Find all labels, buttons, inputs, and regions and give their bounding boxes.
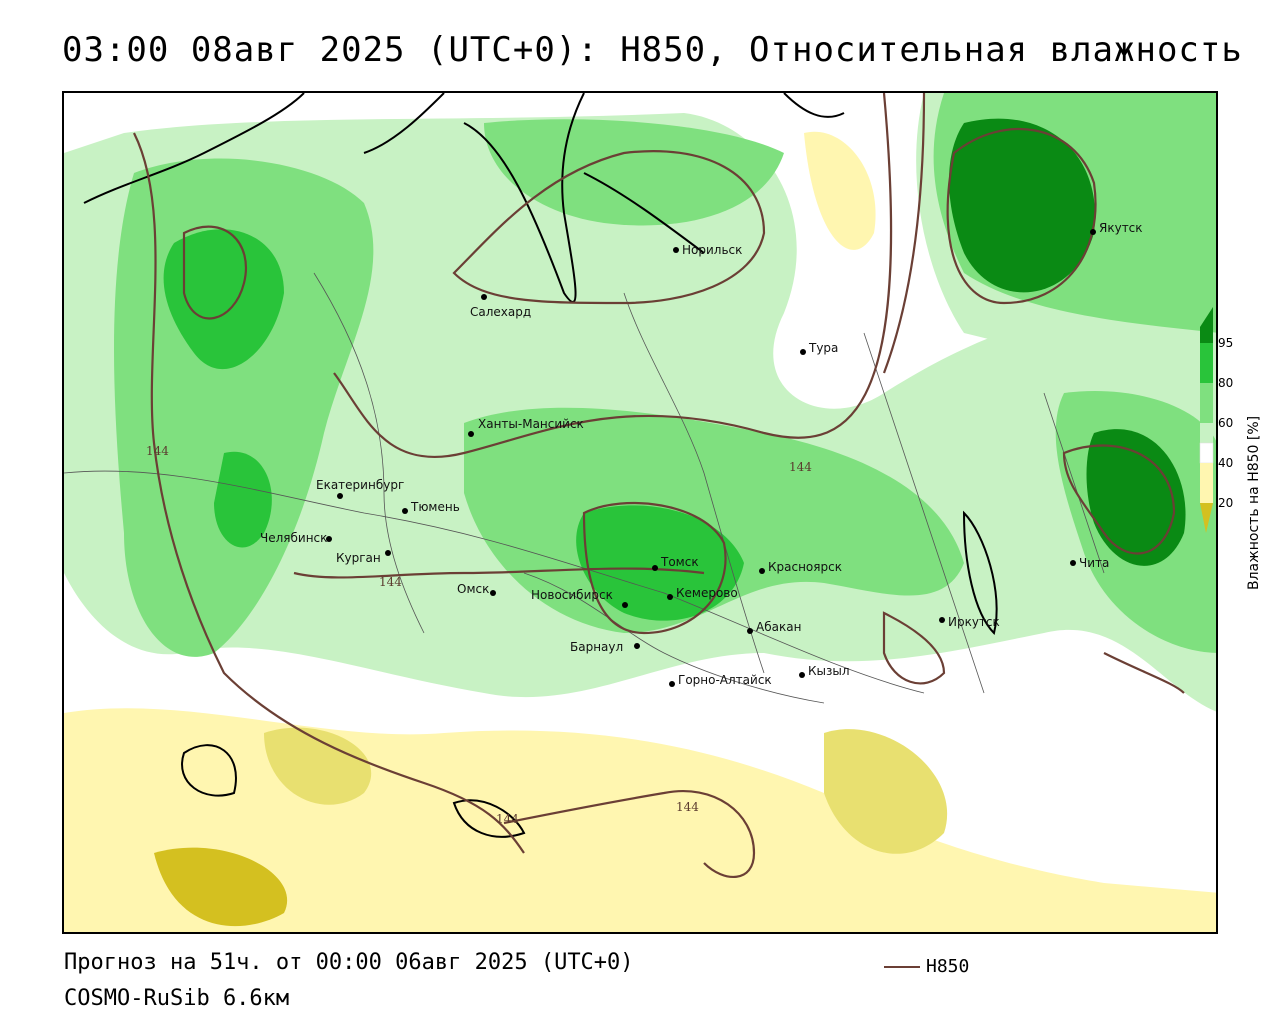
city-salekhard: Салехард [470, 294, 531, 319]
colorbar-title: Влажность на H850 [%] [1246, 416, 1262, 590]
city-khanty-mansiysk: Ханты-Мансийск [468, 417, 584, 437]
city-kemerovo: Кемерово [667, 586, 738, 600]
svg-text:Салехард: Салехард [470, 305, 531, 319]
city-norilsk: Норильск [673, 243, 742, 257]
colorbar-tick: 60 [1218, 416, 1233, 430]
humidity-colorbar: 95 80 60 40 20 Влажность на H850 [%] [1199, 307, 1262, 590]
city-kurgan: Курган [336, 550, 391, 565]
contour-label: 144 [146, 444, 169, 458]
contour-legend-swatch [884, 965, 920, 968]
city-tura: Тура [800, 341, 838, 355]
svg-text:Кемерово: Кемерово [676, 586, 738, 600]
colorbar-tick: 40 [1218, 456, 1233, 470]
colorbar-bin [1199, 442, 1214, 464]
contour-label: 144 [496, 812, 519, 826]
city-yakutsk: Якутск [1090, 221, 1143, 235]
colorbar-tick: 20 [1218, 496, 1233, 510]
colorbar-cap-top [1200, 307, 1213, 327]
city-omsk: Омск [457, 582, 496, 596]
svg-text:Тура: Тура [808, 341, 838, 355]
contour-label: 144 [676, 800, 699, 814]
contour-legend-label: H850 [926, 956, 970, 977]
svg-text:Якутск: Якутск [1099, 221, 1143, 235]
city-barnaul: Барнаул [570, 640, 640, 654]
svg-text:Томск: Томск [660, 555, 699, 569]
city-krasnoyarsk: Красноярск [759, 560, 842, 574]
svg-text:Иркутск: Иркутск [948, 615, 1000, 629]
svg-text:Кызыл: Кызыл [808, 664, 850, 678]
svg-text:Тюмень: Тюмень [410, 500, 460, 514]
h850-contours [133, 93, 1185, 878]
svg-text:Омск: Омск [457, 582, 489, 596]
city-gorno-altaysk: Горно-Алтайск [669, 673, 772, 687]
coastlines [83, 93, 998, 838]
contour-labels: 144 144 144 144 144 [146, 444, 812, 826]
colorbar-bin [1200, 383, 1213, 423]
svg-text:Абакан: Абакан [756, 620, 801, 634]
colorbar-tick: 95 [1218, 336, 1233, 350]
contour-label: 144 [789, 460, 812, 474]
city-abakan: Абакан [747, 620, 801, 634]
colorbar-bin [1200, 423, 1213, 443]
map-title: 03:00 08авг 2025 (UTC+0): H850, Относите… [62, 30, 1243, 70]
city-irkutsk: Иркутск [939, 615, 1000, 629]
city-tomsk: Томск [652, 555, 699, 571]
colorbar-bin [1200, 463, 1213, 503]
colorbar-bin [1200, 343, 1213, 383]
model-name: COSMO-RuSib 6.6км [64, 986, 290, 1011]
svg-text:Норильск: Норильск [682, 243, 742, 257]
region-borders [64, 272, 1105, 704]
forecast-info: Прогноз на 51ч. от 00:00 06авг 2025 (UTC… [64, 950, 634, 975]
svg-text:Барнаул: Барнаул [570, 640, 623, 654]
map-svg: 144 144 144 144 144 Норильск Якутск Сале… [64, 93, 1216, 932]
svg-text:Новосибирск: Новосибирск [531, 588, 613, 602]
svg-text:Красноярск: Красноярск [768, 560, 842, 574]
svg-text:Горно-Алтайск: Горно-Алтайск [678, 673, 772, 687]
city-chita: Чита [1070, 556, 1109, 570]
humid-dark [163, 118, 1186, 621]
svg-text:Ханты-Мансийск: Ханты-Мансийск [478, 417, 584, 431]
svg-text:Курган: Курган [336, 551, 381, 565]
svg-text:Челябинск: Челябинск [260, 531, 327, 545]
colorbar-tick: 80 [1218, 376, 1233, 390]
colorbar-cap-bottom [1200, 503, 1213, 533]
city-novosibirsk: Новосибирск [531, 588, 628, 608]
svg-text:Екатеринбург: Екатеринбург [316, 478, 404, 492]
city-markers: Норильск Якутск Салехард Тура Ханты-Манс… [260, 221, 1143, 687]
contour-legend: H850 [884, 956, 969, 977]
city-tyumen: Тюмень [402, 500, 460, 514]
city-ekaterinburg: Екатеринбург [316, 478, 404, 499]
svg-text:Чита: Чита [1079, 556, 1109, 570]
contour-label: 144 [379, 575, 402, 589]
city-kyzyl: Кызыл [799, 664, 850, 678]
colorbar-bin [1200, 327, 1213, 343]
map-canvas: 144 144 144 144 144 Норильск Якутск Сале… [62, 91, 1218, 934]
city-chelyabinsk: Челябинск [260, 531, 332, 545]
